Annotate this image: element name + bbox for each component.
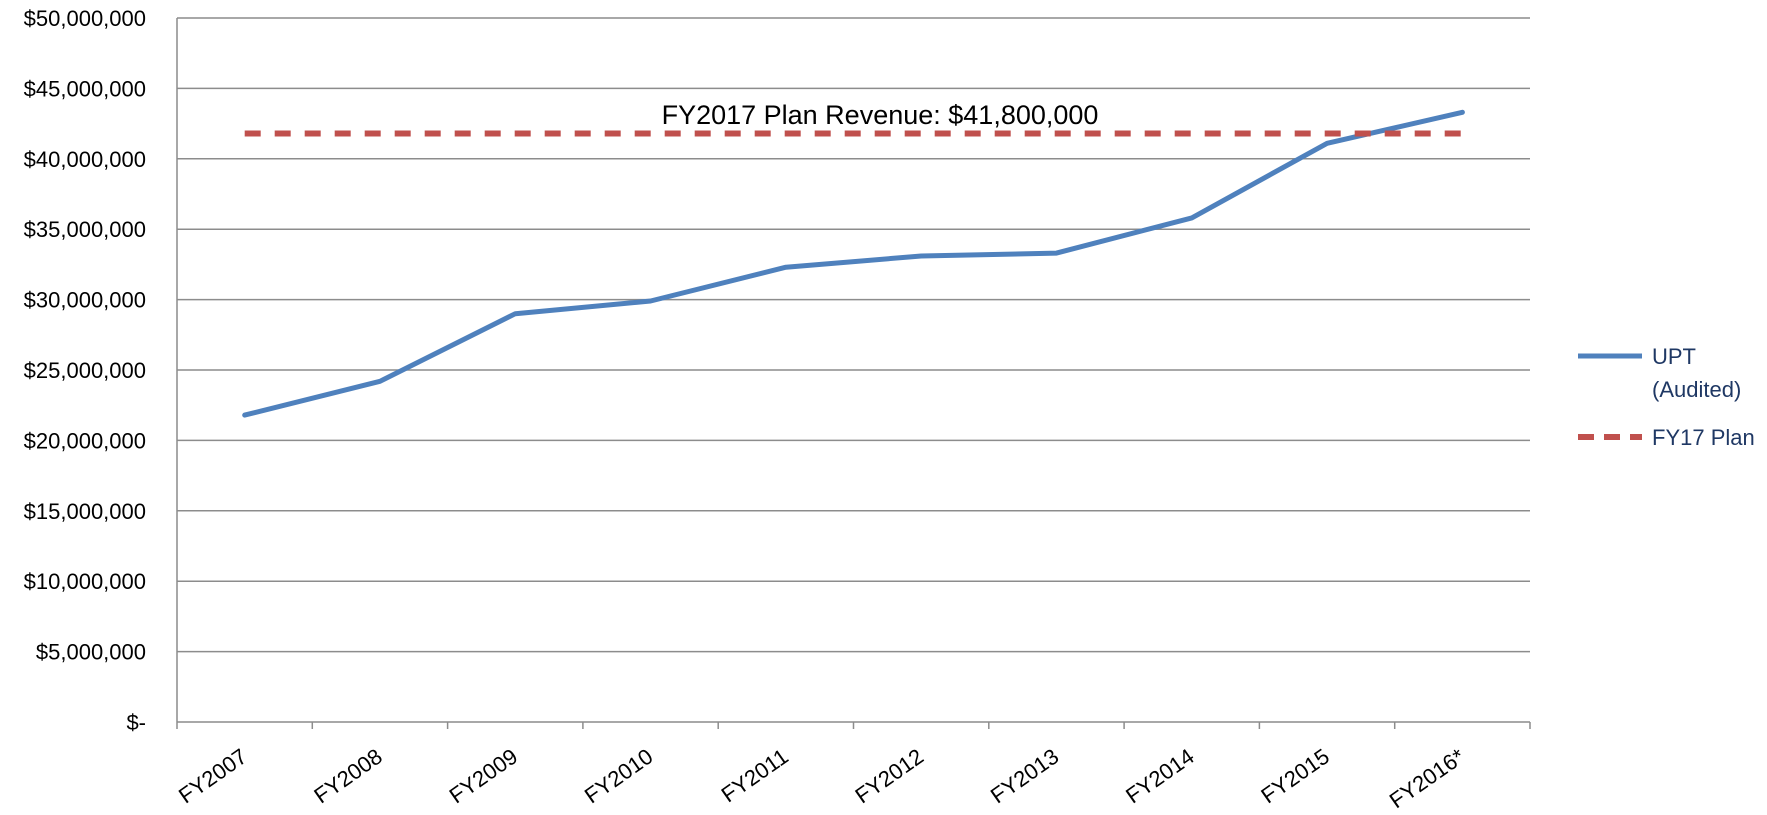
x-tick-label: FY2016* xyxy=(1385,743,1470,813)
y-tick-label: $- xyxy=(126,710,146,735)
x-tick-label: FY2014 xyxy=(1121,744,1198,809)
y-tick-label: $30,000,000 xyxy=(24,288,146,313)
y-tick-label: $25,000,000 xyxy=(24,358,146,383)
x-tick-label: FY2007 xyxy=(174,744,251,809)
y-tick-label: $15,000,000 xyxy=(24,499,146,524)
x-tick-label: FY2013 xyxy=(986,744,1063,809)
y-tick-label: $20,000,000 xyxy=(24,428,146,453)
y-axis-ticks: $- $5,000,000 $10,000,000 $15,000,000 $20,00… xyxy=(24,6,146,735)
y-tick-label: $40,000,000 xyxy=(24,147,146,172)
x-tick-label: FY2015 xyxy=(1256,744,1333,809)
x-tick-label: FY2008 xyxy=(309,744,386,809)
series-lines xyxy=(242,109,1465,418)
y-tick-label: $50,000,000 xyxy=(24,6,146,31)
annotations: FY2017 Plan Revenue: $41,800,000 xyxy=(662,100,1099,130)
y-tick-label: $10,000,000 xyxy=(24,569,146,594)
x-tick-label: FY2011 xyxy=(717,744,793,808)
legend-label: (Audited) xyxy=(1652,377,1741,402)
legend: UPT (Audited) FY17 Plan xyxy=(1578,344,1755,450)
x-tick-label: FY2010 xyxy=(580,744,657,809)
series-line-upt-audited xyxy=(242,109,1465,418)
y-tick-label: $5,000,000 xyxy=(36,640,146,665)
legend-label: UPT xyxy=(1652,344,1696,369)
y-tick-label: $35,000,000 xyxy=(24,217,146,242)
x-tick-label: FY2009 xyxy=(445,744,522,809)
plan-revenue-annotation: FY2017 Plan Revenue: $41,800,000 xyxy=(662,100,1099,130)
x-axis-ticks: FY2007 FY2008 FY2009 FY2010 FY2011 FY2012 FY20… xyxy=(174,722,1531,813)
y-tick-label: $45,000,000 xyxy=(24,76,146,101)
legend-label: FY17 Plan xyxy=(1652,425,1755,450)
x-tick-label: FY2012 xyxy=(851,744,928,809)
